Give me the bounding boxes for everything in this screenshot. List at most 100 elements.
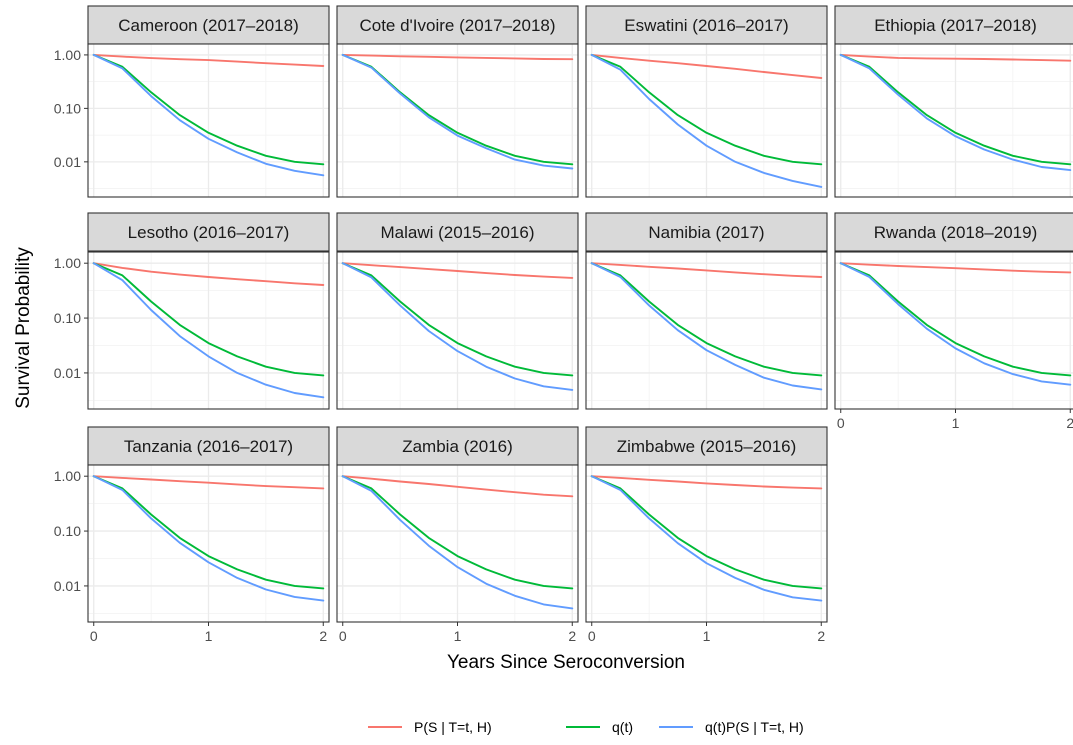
y-tick-label: 0.10: [54, 523, 81, 539]
x-tick-label: 0: [339, 628, 347, 644]
series-line-qt: [590, 262, 823, 377]
y-tick-label: 0.01: [54, 365, 81, 381]
y-tick-label: 1.00: [54, 468, 81, 484]
facet-strip: [87, 5, 330, 45]
series-line-pst: [92, 475, 325, 490]
y-tick-label: 0.01: [54, 578, 81, 594]
facet-strip: [87, 426, 330, 466]
facet-panel: Cameroon (2017–2018) 1.00 0.10 0.01: [54, 5, 330, 198]
facet-panel: Malawi (2015–2016): [336, 212, 579, 410]
facet-panel: Namibia (2017): [585, 212, 828, 410]
facet-panel: Ethiopia (2017–2018): [834, 5, 1073, 198]
facet-title: Eswatini (2016–2017): [624, 16, 788, 35]
x-tick-label: 1: [703, 628, 711, 644]
facet-title: Cameroon (2017–2018): [118, 16, 299, 35]
series-line-qtpst: [839, 262, 1072, 386]
facet-strip: [834, 5, 1073, 45]
series-line-qtpst: [341, 475, 574, 610]
series-line-pst: [92, 53, 325, 67]
series-line-qt: [92, 262, 325, 377]
x-tick-label: 0: [837, 415, 845, 431]
facet-panel: Tanzania (2016–2017) 1.00 0.10 0.01 0 1 2: [54, 426, 330, 644]
series-line-pst: [590, 262, 823, 278]
panel-border: [585, 251, 828, 410]
x-axis-title: Years Since Seroconversion: [447, 652, 685, 673]
series-line-qtpst: [92, 475, 325, 602]
x-tick-label: 0: [588, 628, 596, 644]
legend: P(S | T=t, H) q(t) q(t)P(S | T=t, H): [368, 719, 804, 735]
facet-strip: [585, 5, 828, 45]
facet-title: Zambia (2016): [402, 437, 513, 456]
x-tick-label: 2: [568, 628, 576, 644]
facet-panel: Rwanda (2018–2019) 0 1 2: [834, 212, 1073, 431]
y-tick-label: 0.10: [54, 100, 81, 116]
series-line-pst: [839, 262, 1072, 274]
series-line-qtpst: [92, 53, 325, 177]
facet-title: Tanzania (2016–2017): [124, 437, 293, 456]
legend-label: P(S | T=t, H): [414, 719, 492, 735]
series-line-qtpst: [839, 53, 1072, 172]
y-tick-label: 0.10: [54, 310, 81, 326]
x-tick-label: 1: [205, 628, 213, 644]
facet-title: Zimbabwe (2015–2016): [617, 437, 797, 456]
facet-title: Rwanda (2018–2019): [874, 223, 1038, 242]
series-line-qtpst: [341, 262, 574, 391]
series-line-qt: [341, 262, 574, 377]
series-line-pst: [341, 475, 574, 498]
series-line-qtpst: [590, 475, 823, 602]
y-tick-label: 1.00: [54, 47, 81, 63]
series-line-qtpst: [590, 53, 823, 188]
facet-strip: [336, 212, 579, 252]
panel-border: [336, 251, 579, 410]
panel-background: [835, 252, 1073, 409]
x-tick-label: 2: [817, 628, 825, 644]
facet-title: Lesotho (2016–2017): [128, 223, 290, 242]
series-line-qtpst: [590, 262, 823, 391]
y-tick-label: 1.00: [54, 255, 81, 271]
facet-title: Namibia (2017): [648, 223, 764, 242]
panel-border: [336, 43, 579, 198]
series-line-pst: [92, 262, 325, 286]
series-line-qt: [92, 53, 325, 166]
x-tick-label: 0: [90, 628, 98, 644]
facet-strip: [834, 212, 1073, 252]
series-line-qt: [839, 262, 1072, 377]
series-line-pst: [590, 475, 823, 490]
facet-panel: Cote d'Ivoire (2017–2018): [336, 5, 579, 198]
series-line-qtpst: [92, 262, 325, 399]
panel-border: [87, 251, 330, 410]
facet-strip: [585, 212, 828, 252]
facet-strip: [336, 426, 579, 466]
x-tick-label: 1: [454, 628, 462, 644]
y-tick-label: 0.01: [54, 154, 81, 170]
facet-panel: Zambia (2016) 0 1 2: [336, 426, 579, 644]
series-line-pst: [590, 53, 823, 79]
series-line-qt: [92, 475, 325, 590]
panel-border: [87, 43, 330, 198]
series-line-pst: [341, 53, 574, 61]
panel-background: [835, 44, 1073, 197]
y-axis-title: Survival Probability: [13, 247, 34, 409]
facet-panel: Zimbabwe (2015–2016) 0 1 2: [585, 426, 828, 644]
x-tick-label: 1: [952, 415, 960, 431]
series-line-qtpst: [341, 53, 574, 170]
facet-strip: [336, 5, 579, 45]
panel-border: [834, 43, 1073, 198]
facet-title: Ethiopia (2017–2018): [874, 16, 1037, 35]
series-line-pst: [341, 262, 574, 279]
facet-strip: [585, 426, 828, 466]
panel-border: [585, 43, 828, 198]
legend-label: q(t): [612, 719, 633, 735]
facet-title: Cote d'Ivoire (2017–2018): [359, 16, 555, 35]
series-line-qt: [590, 475, 823, 590]
legend-label: q(t)P(S | T=t, H): [705, 719, 804, 735]
x-tick-label: 2: [319, 628, 327, 644]
series-line-qt: [590, 53, 823, 166]
facet-panel: Eswatini (2016–2017): [585, 5, 828, 198]
facet-title: Malawi (2015–2016): [380, 223, 534, 242]
series-line-qt: [341, 475, 574, 590]
series-line-qt: [839, 53, 1072, 166]
facet-panel: Lesotho (2016–2017) 1.00 0.10 0.01: [54, 212, 330, 410]
x-tick-label: 2: [1066, 415, 1073, 431]
